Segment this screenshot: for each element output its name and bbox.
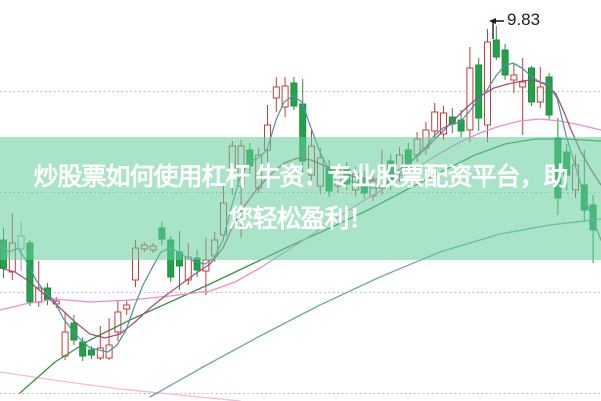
promo-text-line2: 您轻松盈利！ (228, 205, 373, 233)
price-label: 9.83 (507, 10, 541, 29)
arrow-left-icon (489, 18, 504, 39)
promo-text-line1: 炒股票如何使用杠杆 牛资：专业股票配资平台，助 (33, 163, 569, 191)
price-callout: 9.83 (488, 11, 540, 45)
promo-banner: 炒股票如何使用杠杆 牛资：专业股票配资平台，助 您轻松盈利！ (0, 137, 601, 260)
